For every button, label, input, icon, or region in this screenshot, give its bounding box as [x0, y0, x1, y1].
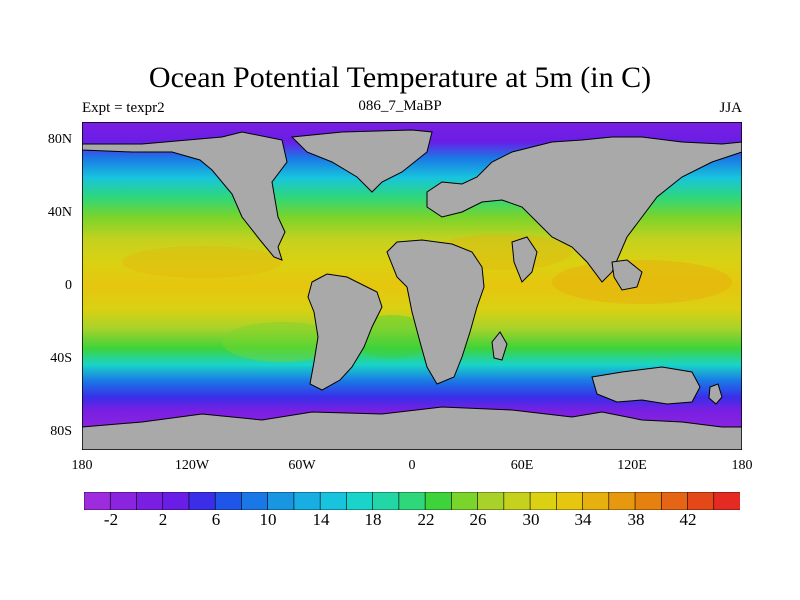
land-africa [386, 239, 485, 385]
lat-label-80s: 80S [50, 424, 72, 439]
colorbar-swatch [214, 492, 243, 510]
colorbar-swatch [687, 492, 715, 510]
colorbar-swatch [634, 492, 662, 510]
land-eurasia [426, 136, 742, 283]
chart-title: Ocean Potential Temperature at 5m (in C) [148, 61, 652, 94]
colorbar-label: 10 [259, 510, 277, 529]
lon-label-180e: 180 [731, 458, 753, 473]
colorbar-swatch [713, 492, 740, 510]
colorbar-label: 34 [574, 510, 592, 529]
colorbar-swatch [424, 492, 452, 510]
colorbar-label: 38 [627, 510, 645, 529]
age-label: 086_7_MaBP [358, 98, 442, 114]
lon-label-60w: 60W [288, 458, 316, 473]
colorbar-swatch [319, 492, 348, 510]
colorbar-swatch [346, 492, 374, 510]
colorbar-swatch [84, 492, 111, 510]
land-masses [82, 129, 742, 450]
lon-label-60e: 60E [510, 458, 534, 473]
land-greenland [290, 129, 433, 193]
lon-label-0: 0 [408, 458, 416, 473]
colorbar-swatch [267, 492, 295, 510]
temperature-map [82, 122, 742, 450]
colorbar-swatch [477, 492, 505, 510]
land-india [511, 236, 538, 283]
land-indonesia [611, 259, 643, 291]
land-north-america [82, 131, 288, 261]
lat-label-80n: 80N [47, 132, 72, 147]
land-madagascar [491, 331, 508, 361]
colorbar-label: 30 [522, 510, 540, 529]
colorbar-label: 18 [364, 510, 382, 529]
colorbar-swatch [293, 492, 321, 510]
colorbar-label: -2 [103, 510, 119, 529]
colorbar-label: 14 [312, 510, 330, 529]
colorbar-swatch [372, 492, 400, 510]
land-new-zealand [708, 383, 723, 405]
colorbar-label: 26 [469, 510, 487, 529]
colorbar-swatch [529, 492, 557, 510]
colorbar-label: 42 [679, 510, 697, 529]
colorbar-swatch [608, 492, 636, 510]
lat-label-40n: 40N [47, 205, 72, 220]
colorbar-swatch [660, 492, 689, 510]
colorbar-swatch [136, 492, 164, 510]
colorbar-swatch [451, 492, 479, 510]
colorbar-swatch [398, 492, 426, 510]
land-antarctica [82, 406, 742, 450]
colorbar-swatch [582, 492, 610, 510]
land-australia [591, 366, 701, 405]
colorbar-label: 6 [211, 510, 221, 529]
lon-label-180w: 180 [71, 458, 93, 473]
colorbar-label: 2 [158, 510, 168, 529]
lat-label-0: 0 [65, 278, 72, 293]
lon-label-120e: 120E [617, 458, 647, 473]
colorbar-label: 22 [417, 510, 435, 529]
season-label: JJA [719, 100, 742, 116]
colorbar-swatch [109, 492, 138, 510]
colorbar-swatch [556, 492, 584, 510]
colorbar-swatch [503, 492, 531, 510]
colorbar [84, 492, 740, 510]
lon-label-120w: 120W [174, 458, 210, 473]
colorbar-swatch [241, 492, 269, 510]
lat-label-40s: 40S [50, 351, 72, 366]
colorbar-swatch [162, 492, 190, 510]
land-south-america [307, 273, 383, 391]
colorbar-swatch [188, 492, 216, 510]
experiment-label: Expt = texpr2 [82, 100, 165, 116]
